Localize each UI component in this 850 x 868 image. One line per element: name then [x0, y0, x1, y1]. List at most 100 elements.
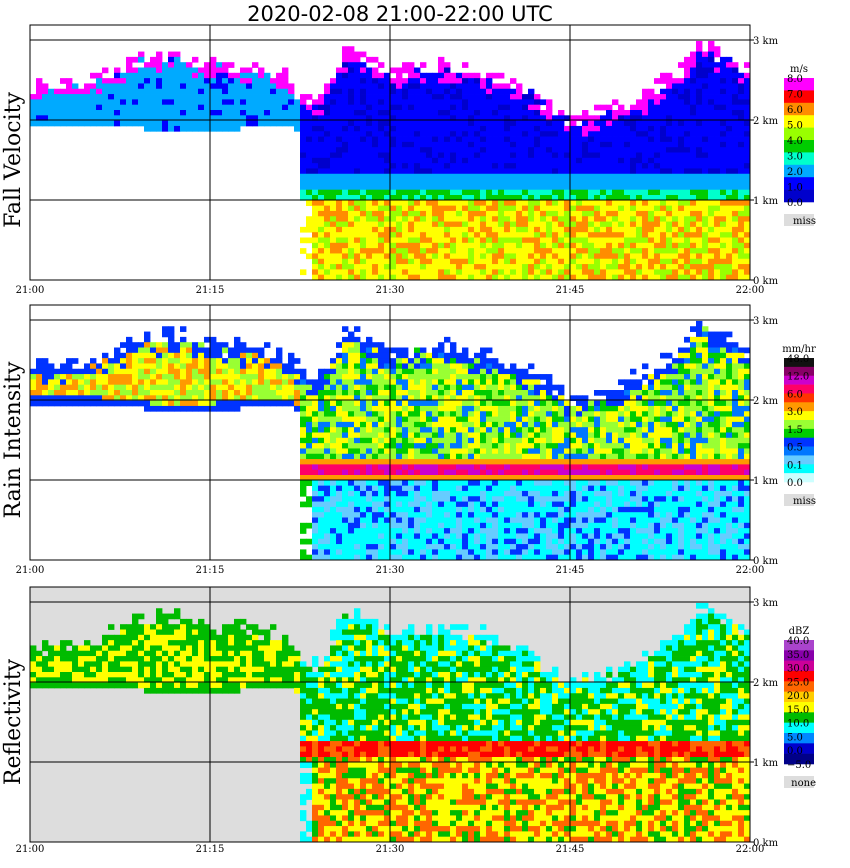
heatmap-cell — [348, 331, 355, 338]
heatmap-cell — [342, 384, 349, 391]
heatmap-cell — [690, 232, 697, 238]
heatmap-cell — [372, 232, 379, 238]
heatmap-cell — [618, 152, 625, 159]
heatmap-cell — [390, 104, 397, 111]
heatmap-cell — [462, 78, 469, 84]
heatmap-cell — [354, 517, 361, 524]
heatmap-cell — [300, 120, 307, 127]
heatmap-cell — [180, 368, 187, 375]
heatmap-cell — [144, 104, 151, 111]
heatmap-cell — [324, 248, 331, 254]
heatmap-cell — [384, 253, 391, 260]
heatmap-cell — [408, 358, 415, 364]
heatmap-cell — [510, 115, 517, 122]
heatmap-cell — [336, 379, 343, 386]
heatmap-cell — [552, 253, 559, 260]
heatmap-cell — [576, 195, 583, 201]
heatmap-cell — [570, 210, 577, 217]
heatmap-cell — [516, 221, 523, 228]
heatmap-cell — [420, 232, 427, 238]
heatmap-cell — [570, 221, 577, 228]
heatmap-cell — [594, 136, 601, 143]
heatmap-cell — [408, 163, 415, 169]
heatmap-field — [30, 320, 751, 561]
heatmap-cell — [180, 78, 187, 84]
heatmap-cell — [666, 189, 673, 196]
heatmap-cell — [528, 216, 535, 222]
heatmap-cell — [372, 67, 379, 74]
heatmap-cell — [696, 131, 703, 137]
heatmap-cell — [78, 88, 85, 95]
heatmap-cell — [216, 78, 223, 84]
heatmap-cell — [576, 125, 583, 132]
heatmap-cell — [366, 221, 373, 228]
heatmap-cell — [444, 538, 451, 545]
heatmap-cell — [726, 136, 733, 143]
heatmap-cell — [306, 189, 313, 196]
heatmap-cell — [744, 253, 751, 260]
heatmap-cell — [126, 83, 133, 90]
heatmap-cell — [306, 120, 313, 127]
heatmap-cell — [726, 72, 733, 79]
heatmap-cell — [720, 184, 727, 191]
heatmap-cell — [42, 88, 49, 95]
heatmap-cell — [360, 232, 367, 238]
heatmap-cell — [642, 232, 649, 238]
heatmap-cell — [354, 115, 361, 122]
heatmap-cell — [726, 83, 733, 90]
heatmap-cell — [432, 141, 439, 148]
heatmap-cell — [600, 163, 607, 169]
heatmap-cell — [144, 67, 151, 74]
heatmap-cell — [528, 274, 535, 281]
heatmap-cell — [360, 120, 367, 127]
heatmap-cell — [486, 99, 493, 106]
heatmap-cell — [414, 533, 421, 540]
heatmap-cell — [408, 221, 415, 228]
heatmap-cell — [642, 269, 649, 276]
heatmap-cell — [744, 258, 751, 265]
heatmap-cell — [300, 421, 307, 428]
heatmap-cell — [534, 248, 541, 254]
heatmap-cell — [360, 67, 367, 74]
heatmap-cell — [426, 475, 433, 481]
heatmap-cell — [438, 62, 445, 68]
heatmap-cell — [714, 232, 721, 238]
heatmap-cell — [450, 210, 457, 217]
heatmap-cell — [576, 152, 583, 159]
heatmap-cell — [60, 115, 67, 122]
heatmap-cell — [672, 83, 679, 90]
heatmap-cell — [438, 173, 445, 180]
heatmap-cell — [588, 264, 595, 270]
heatmap-cell — [384, 147, 391, 153]
heatmap-cell — [648, 274, 655, 281]
heatmap-cell — [474, 411, 481, 417]
heatmap-cell — [576, 173, 583, 180]
heatmap-cell — [408, 506, 415, 513]
heatmap-cell — [420, 448, 427, 455]
heatmap-cell — [606, 258, 613, 265]
heatmap-cell — [528, 115, 535, 122]
heatmap-cell — [366, 533, 373, 540]
heatmap-cell — [450, 152, 457, 159]
heatmap-cell — [528, 226, 535, 233]
heatmap-cell — [378, 242, 385, 249]
heatmap-cell — [336, 274, 343, 281]
heatmap-cell — [582, 264, 589, 270]
heatmap-cell — [624, 179, 631, 185]
heatmap-cell — [372, 269, 379, 276]
heatmap-cell — [372, 221, 379, 228]
heatmap-cell — [330, 163, 337, 169]
heatmap-cell — [462, 448, 469, 455]
heatmap-cell — [474, 115, 481, 122]
heatmap-cell — [408, 264, 415, 270]
heatmap-cell — [144, 405, 151, 412]
heatmap-cell — [744, 131, 751, 137]
heatmap-cell — [174, 390, 181, 396]
heatmap-cell — [378, 342, 385, 348]
heatmap-cell — [90, 395, 97, 402]
heatmap-cell — [564, 226, 571, 233]
heatmap-cell — [372, 210, 379, 217]
heatmap-cell — [114, 83, 121, 90]
heatmap-cell — [288, 104, 295, 111]
heatmap-cell — [462, 485, 469, 492]
